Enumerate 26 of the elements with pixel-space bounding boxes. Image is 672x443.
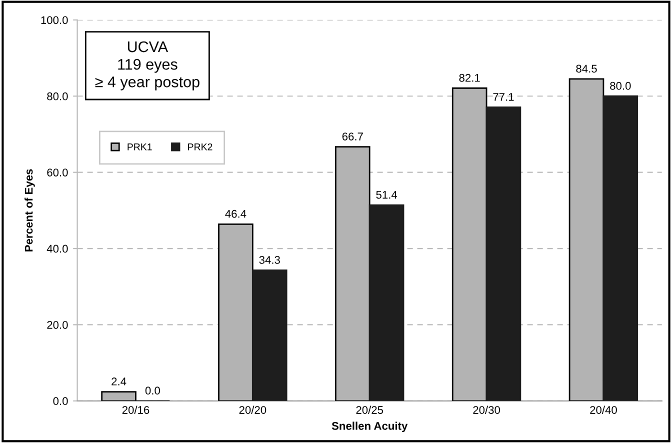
data-label: 77.1 bbox=[493, 93, 514, 101]
x-tick-label: 20/25 bbox=[356, 406, 384, 414]
x-tick-label: 20/30 bbox=[473, 406, 500, 414]
y-tick-label: 40.0 bbox=[46, 244, 68, 253]
annotation: UCVA 119 eyes ≥ 4 year postop bbox=[95, 41, 200, 90]
y-tick-label: 0.0 bbox=[53, 397, 68, 406]
y-tick-label: 80.0 bbox=[47, 92, 68, 100]
data-label: 2.4 bbox=[112, 378, 126, 386]
data-label: 66.7 bbox=[342, 132, 363, 140]
y-axis-title: Percent of Eyes bbox=[24, 169, 35, 252]
x-tick-label: 20/20 bbox=[239, 406, 266, 414]
y-tick-label: 100.0 bbox=[41, 16, 68, 24]
y-tick-label: 60.0 bbox=[47, 168, 68, 176]
data-label: 46.4 bbox=[225, 210, 246, 218]
data-label: 0.0 bbox=[145, 386, 160, 395]
data-label: 84.5 bbox=[576, 64, 597, 73]
data-label: 82.1 bbox=[459, 74, 480, 82]
legend-label: PRK2 bbox=[188, 143, 212, 150]
data-label: 34.3 bbox=[259, 256, 280, 264]
data-label: 80.0 bbox=[610, 82, 631, 90]
data-label: 51.4 bbox=[376, 190, 398, 199]
x-tick-label: 20/16 bbox=[122, 406, 150, 414]
legend-label: PRK1 bbox=[128, 144, 152, 150]
x-tick-label: 20/40 bbox=[590, 406, 617, 414]
x-axis-title: Snellen Acuity bbox=[332, 422, 408, 432]
y-tick-label: 20.0 bbox=[47, 320, 68, 329]
